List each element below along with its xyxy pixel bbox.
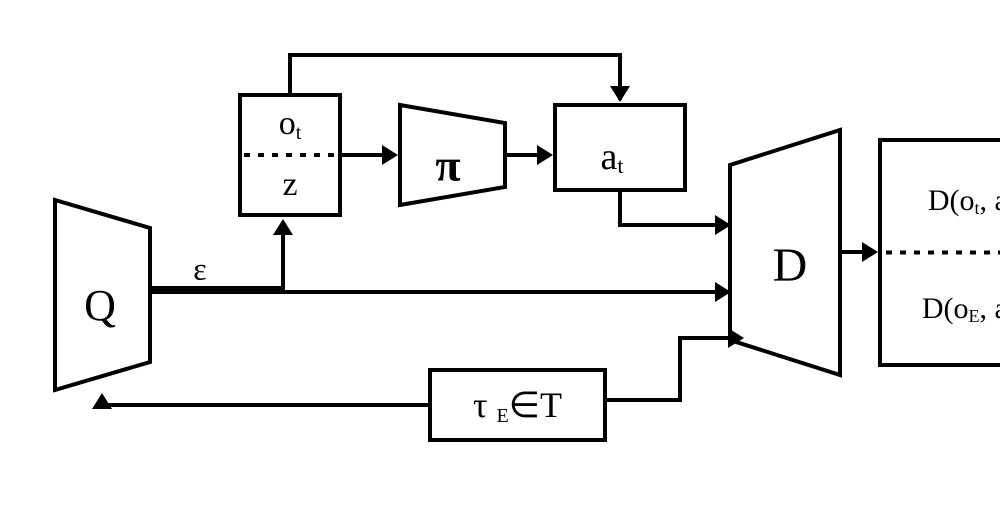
svg-text:D(ot, at|z): D(ot, at|z)	[928, 184, 1000, 218]
svg-text:τ E∈T: τ E∈T	[473, 385, 562, 426]
svg-text:π: π	[435, 140, 460, 191]
svg-text:ε: ε	[193, 250, 206, 286]
svg-text:at: at	[601, 136, 624, 178]
svg-text:D(oE, aE|z): D(oE, aE|z)	[922, 292, 1000, 326]
svg-text:ot: ot	[279, 105, 302, 144]
architecture-diagram: Qot z π at τ E∈T D D(ot, at|z) D(oE, aE|z) ε	[0, 0, 1000, 508]
svg-text:Q: Q	[84, 281, 116, 330]
svg-text:z: z	[282, 166, 297, 203]
svg-text:D: D	[773, 239, 808, 292]
